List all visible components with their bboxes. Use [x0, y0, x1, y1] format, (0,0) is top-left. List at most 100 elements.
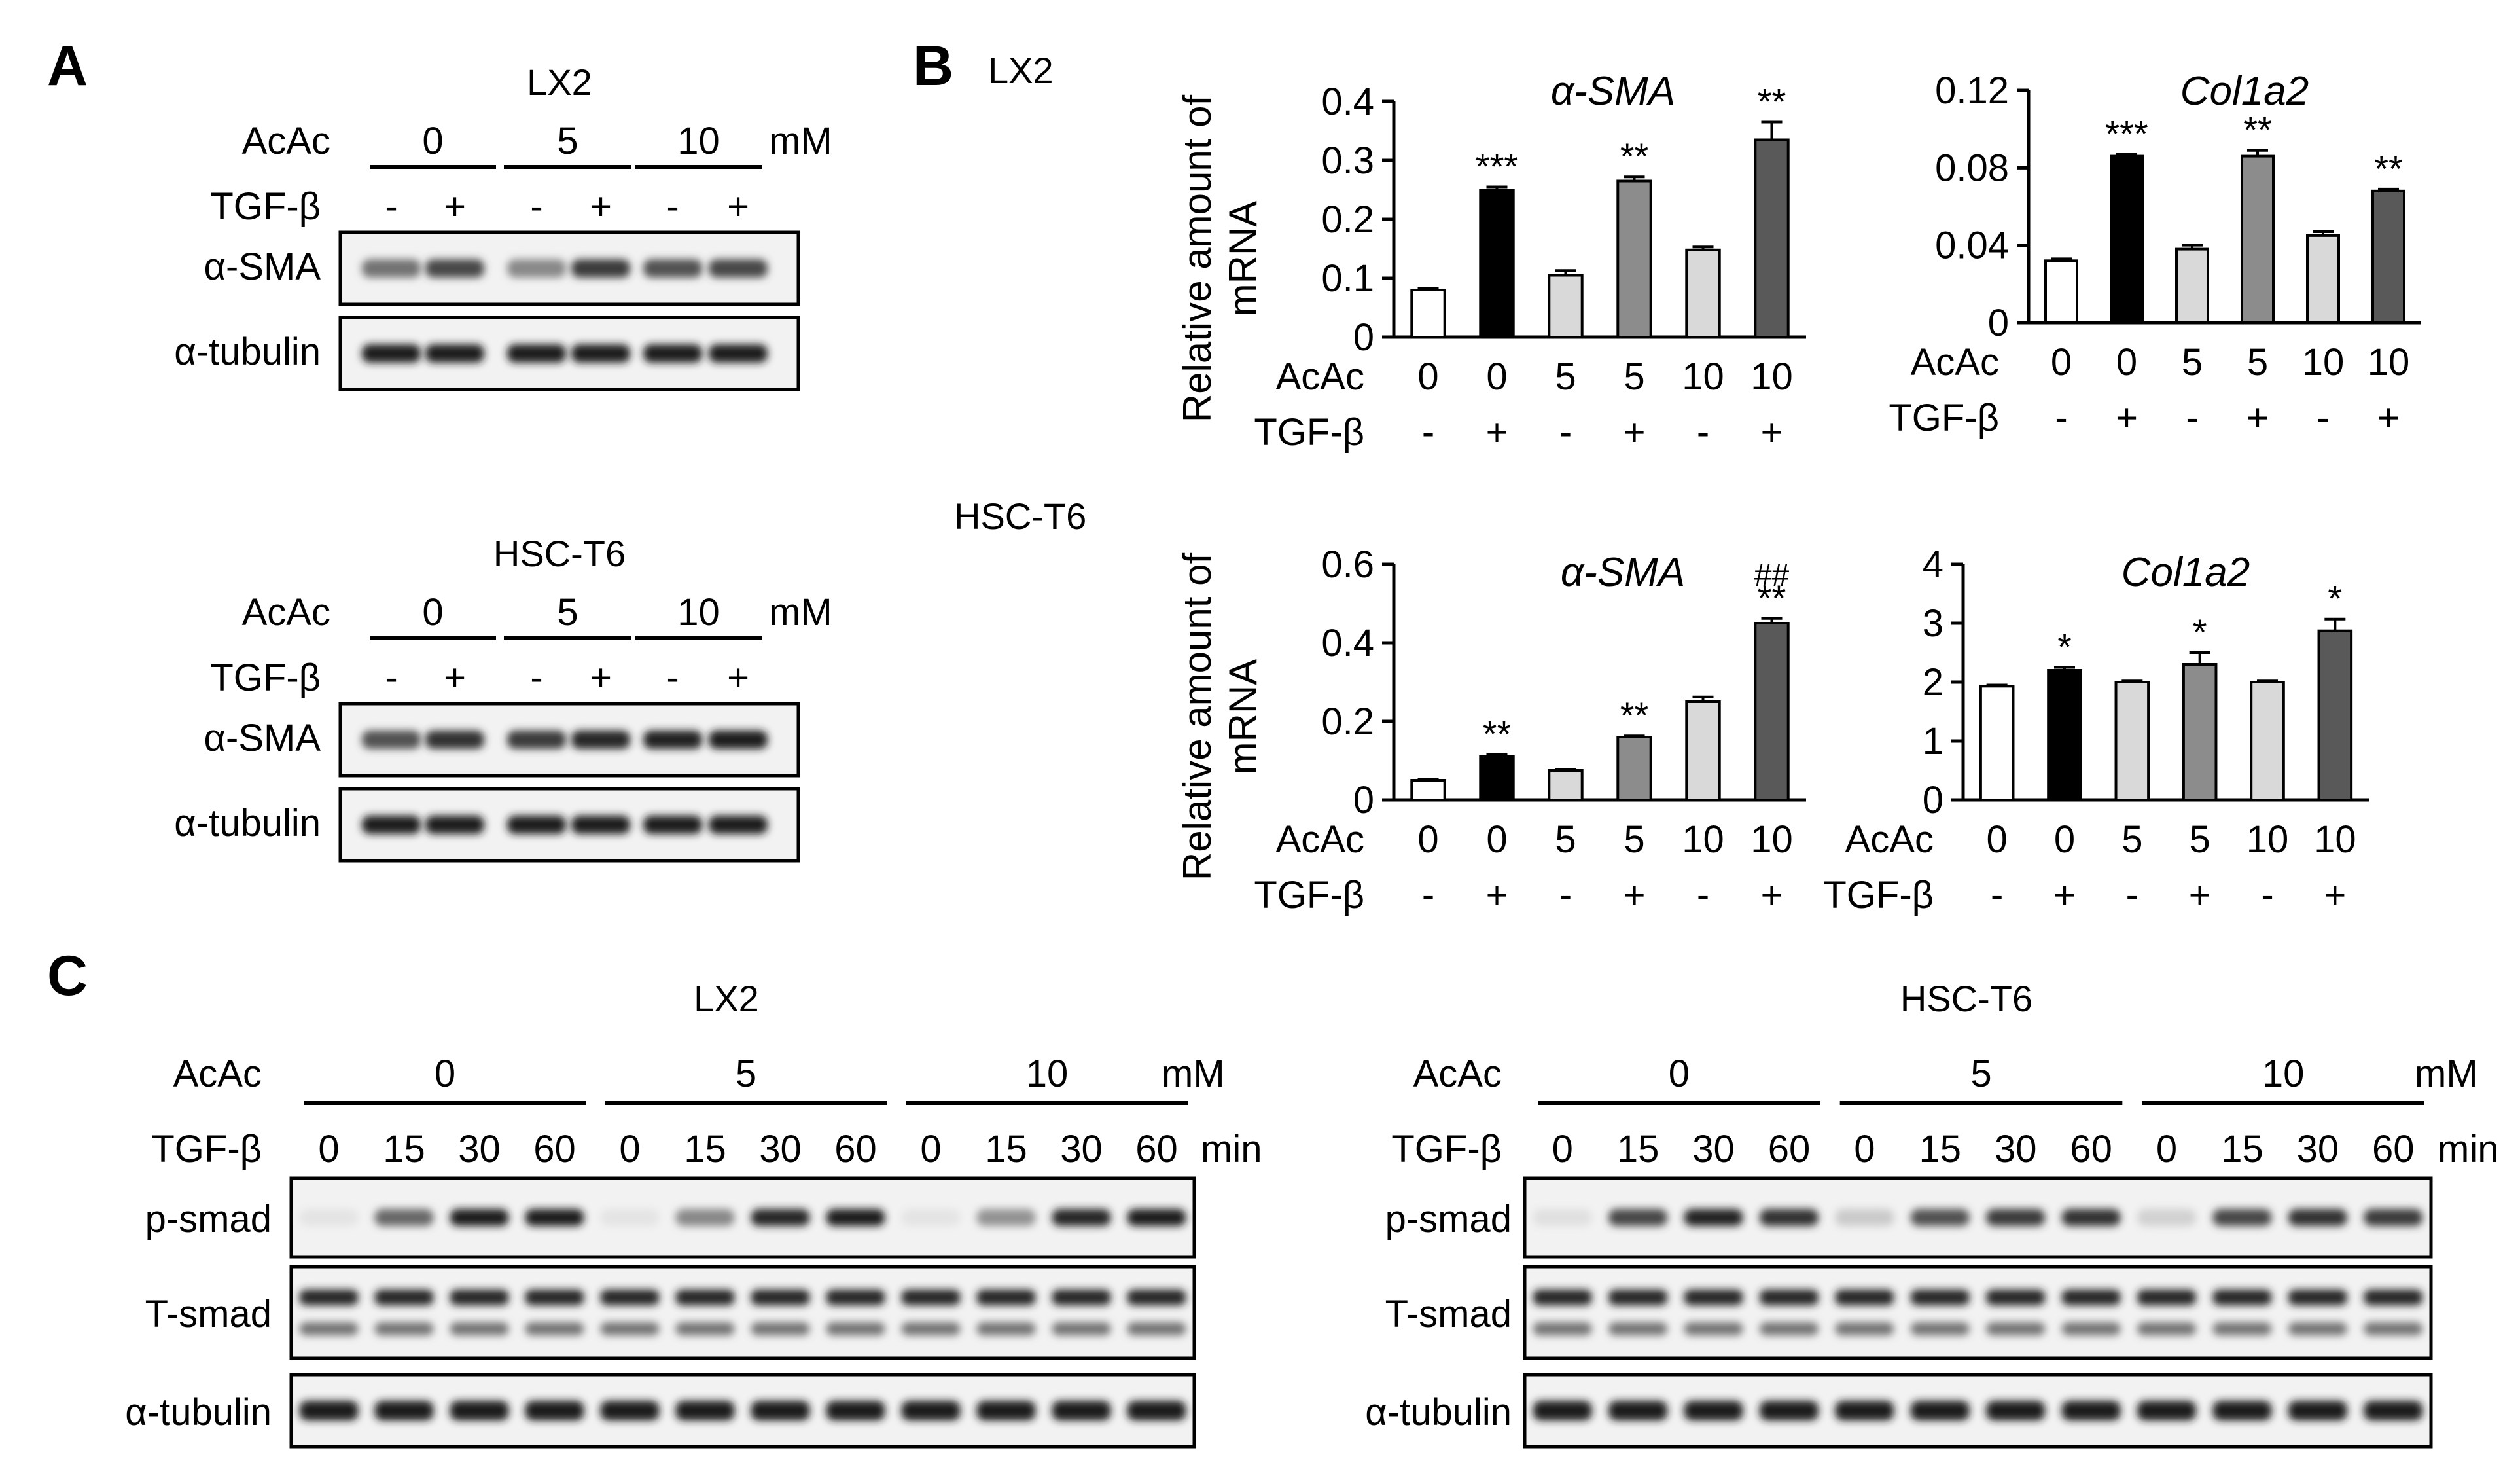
x-tgf-sign: +: [2377, 397, 2400, 439]
blot-band: [2288, 1322, 2347, 1335]
blot-band: [374, 1322, 434, 1335]
treatment-label: TGF-β: [210, 657, 321, 699]
blot-band: [901, 1209, 961, 1226]
time-value: 15: [2221, 1128, 2263, 1170]
x-acac-value: 10: [2368, 341, 2410, 384]
blot-band: [2061, 1290, 2121, 1305]
significance-mark-hash: ##: [1754, 558, 1790, 593]
x-acac-value: 0: [2051, 341, 2072, 384]
blot-band: [450, 1290, 509, 1305]
blot-band: [2137, 1209, 2197, 1226]
x-acac-value: 5: [2182, 341, 2203, 384]
blot-band: [1533, 1322, 1592, 1335]
bar: [2306, 234, 2340, 324]
bar-chart-0: α-SMA00.10.20.30.40-***0+5-**5+10-**10+A…: [1254, 69, 1806, 454]
band-label: p-smad: [1385, 1198, 1512, 1240]
time-value: 60: [2372, 1128, 2415, 1170]
bar: [1479, 189, 1515, 338]
blot-a-1: HSC-T6 AcAc mM 0 5 10 TGF-β - + - + - + α-SMA α-tubuli…: [174, 533, 832, 863]
time-value: 30: [1060, 1128, 1103, 1170]
time-value: 0: [619, 1128, 640, 1170]
x-tgf-sign: -: [1991, 874, 2003, 916]
significance-mark: *: [2193, 611, 2207, 653]
blot-band: [2288, 1209, 2347, 1226]
unit-label: mM: [1162, 1053, 1225, 1095]
x-tgf-sign: -: [2316, 397, 2329, 439]
blot-band: [976, 1322, 1036, 1335]
blot-band: [2212, 1209, 2272, 1226]
band-label: α-tubulin: [1365, 1391, 1512, 1434]
blot-band: [2137, 1290, 2197, 1305]
blot-band: [1986, 1322, 2046, 1335]
significance-mark: **: [1620, 695, 1649, 736]
blot-band: [2061, 1322, 2121, 1335]
bar: [2044, 259, 2078, 325]
x-tgf-sign: -: [1697, 874, 1709, 916]
blot-band: [525, 1401, 584, 1420]
time-value: 0: [1552, 1128, 1573, 1170]
bar: [1479, 755, 1515, 801]
significance-mark: **: [1758, 81, 1786, 122]
bar: [2317, 629, 2353, 801]
chart-title: Col1a2: [2121, 550, 2250, 595]
blot-band: [1759, 1290, 1819, 1305]
bar: [2250, 681, 2285, 801]
time-value: 60: [2070, 1128, 2112, 1170]
blot-band: [675, 1209, 735, 1226]
group-label: 0: [422, 120, 443, 162]
blot-band: [1835, 1401, 1894, 1420]
blot-title: LX2: [527, 62, 592, 103]
group-label: 10: [677, 120, 720, 162]
blot-band: [2212, 1290, 2272, 1305]
x-acac-value: 5: [2247, 341, 2268, 384]
blot-title: LX2: [694, 978, 759, 1019]
y-tick-label: 0: [1988, 302, 2009, 344]
x-acac-value: 5: [2190, 818, 2210, 861]
row-label-acac: AcAc: [242, 120, 330, 162]
blot-band: [374, 1290, 434, 1305]
x-acac-value: 10: [1682, 355, 1724, 398]
chart-title: α-SMA: [1561, 550, 1685, 595]
bar: [2175, 247, 2209, 325]
blot-box: [289, 1373, 1196, 1449]
x-row-label-acac: AcAc: [1911, 341, 1999, 384]
group-label: 5: [736, 1053, 756, 1095]
blot-band: [425, 731, 484, 749]
blot-band: [643, 731, 702, 749]
unit-label: mM: [769, 591, 832, 634]
blot-band: [643, 344, 702, 363]
blot-band: [2364, 1322, 2423, 1335]
bar: [2047, 669, 2082, 801]
bar: [1979, 685, 2015, 802]
blot-band: [1684, 1209, 1743, 1226]
y-tick-label: 0.2: [1321, 700, 1374, 743]
blot-band: [2364, 1209, 2423, 1226]
blot-band: [675, 1401, 735, 1420]
blot-box: [289, 1176, 1196, 1259]
x-acac-value: 0: [2054, 818, 2075, 861]
x-acac-value: 10: [2246, 818, 2289, 861]
band-label: T-smad: [1385, 1293, 1512, 1335]
time-value: 30: [1692, 1128, 1735, 1170]
row-label-acac: AcAc: [242, 591, 330, 634]
time-value: 0: [318, 1128, 339, 1170]
x-acac-value: 0: [1987, 818, 2008, 861]
time-value: 0: [920, 1128, 941, 1170]
treatment-sign: +: [727, 657, 749, 699]
x-tgf-sign: -: [1422, 874, 1434, 916]
y-tick-label: 4: [1923, 543, 1943, 586]
group-label: 5: [557, 120, 578, 162]
y-tick-label: 0: [1353, 779, 1374, 822]
blot-band: [709, 816, 768, 834]
band-label: α-tubulin: [174, 802, 321, 844]
blot-band: [675, 1290, 735, 1305]
blot-band: [450, 1401, 509, 1420]
chart-title: Col1a2: [2180, 69, 2309, 114]
panel-b-ylabel-bottom: Relative amount of mRNA: [1175, 553, 1265, 881]
blot-band: [709, 731, 768, 749]
x-acac-value: 10: [2314, 818, 2356, 861]
blot-band: [1684, 1322, 1743, 1335]
blot-band: [571, 259, 630, 278]
